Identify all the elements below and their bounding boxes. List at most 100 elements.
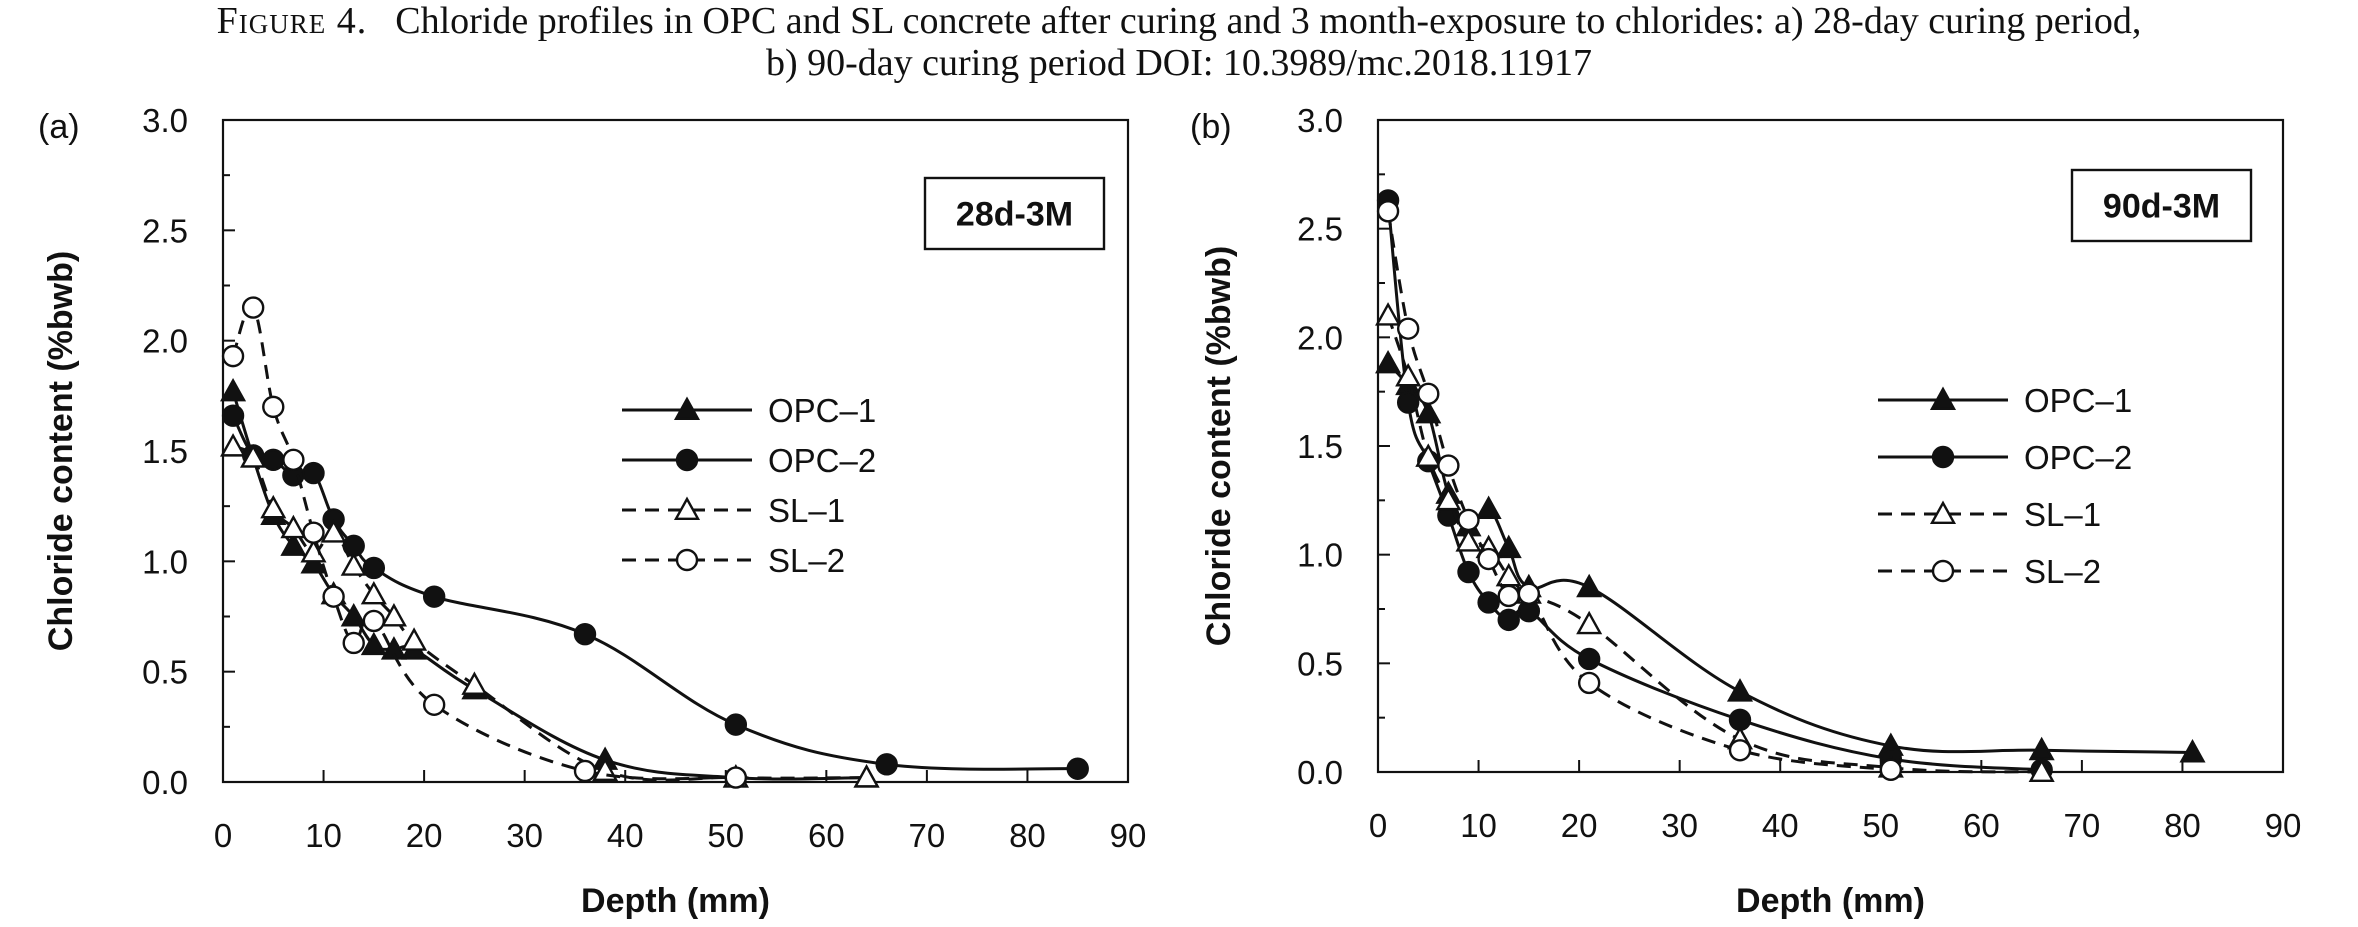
data-point — [280, 532, 307, 556]
data-point — [221, 344, 245, 368]
legend-marker — [1931, 445, 1955, 469]
x-tick-label: 50 — [707, 817, 744, 854]
data-point — [1376, 200, 1400, 223]
series-line — [231, 415, 1078, 771]
data-point — [2179, 738, 2206, 763]
data-point — [1726, 678, 1754, 702]
legend-item: OPC–2 — [622, 442, 876, 479]
data-point — [1417, 382, 1440, 406]
y-tick-label: 0.5 — [142, 654, 188, 691]
legend-marker — [673, 396, 701, 420]
data-point — [2028, 758, 2055, 782]
x-tick-label: 30 — [506, 817, 543, 854]
data-point — [302, 521, 325, 544]
y-tick-label: 1.5 — [1297, 428, 1343, 465]
data-point — [853, 764, 880, 788]
series-sl-2 — [1376, 200, 1903, 782]
y-tick-label: 2.0 — [142, 323, 188, 360]
data-point — [875, 753, 898, 776]
legend-label: OPC–1 — [768, 392, 876, 429]
caption-text-1: Chloride profiles in OPC and SL concrete… — [395, 0, 2142, 42]
legend-label: SL–1 — [768, 492, 845, 529]
data-point — [1457, 508, 1480, 532]
data-point — [1497, 584, 1520, 608]
x-tick-label: 0 — [1369, 807, 1387, 844]
inset-label: 90d-3M — [2103, 188, 2220, 226]
data-point — [240, 444, 267, 468]
legend-item: SL–1 — [622, 492, 845, 529]
data-point — [221, 404, 245, 427]
data-point — [1517, 582, 1541, 605]
series-line — [1386, 200, 2042, 772]
legend-item: SL–2 — [1878, 553, 2101, 590]
data-point — [1577, 671, 1601, 695]
data-point — [340, 552, 367, 576]
data-point — [1375, 349, 1402, 374]
data-point — [1477, 547, 1500, 571]
data-point — [422, 585, 446, 608]
data-point — [573, 759, 597, 783]
data-point — [1375, 302, 1402, 326]
legend-label: OPC–2 — [768, 442, 876, 479]
data-point — [1455, 528, 1482, 552]
legend-label: SL–2 — [2024, 553, 2101, 590]
data-point — [380, 636, 407, 660]
legend-marker — [1929, 500, 1957, 524]
y-tick-label: 2.0 — [1297, 319, 1343, 356]
y-axis-label: Chloride content (%bwb) — [42, 251, 80, 651]
y-tick-label: 2.5 — [1297, 211, 1343, 248]
x-tick-label: 90 — [2265, 807, 2302, 844]
data-point — [1576, 610, 1603, 635]
x-tick-label: 80 — [1009, 817, 1046, 854]
data-point — [724, 713, 748, 736]
chart-panel-a: 0.0 0.5 1.0 1.5 2.0 2.5 3.0 0 10 20 30 40 50 60 70 80 90… — [38, 102, 1146, 920]
y-tick-label: 1.5 — [142, 433, 188, 470]
legend-item: OPC–1 — [1878, 382, 2132, 419]
data-point — [1066, 757, 1089, 780]
legend-label: OPC–2 — [2024, 439, 2132, 476]
data-point — [220, 377, 247, 402]
y-tick-label: 0.0 — [142, 764, 188, 801]
data-point — [282, 448, 305, 472]
y-tick-label: 3.0 — [1297, 102, 1343, 139]
x-tick-label: 70 — [909, 817, 946, 854]
data-point — [401, 627, 428, 651]
x-axis-label: Depth (mm) — [581, 882, 770, 920]
legend-item: SL–1 — [1878, 496, 2101, 533]
data-point — [1437, 454, 1460, 477]
data-point — [724, 766, 748, 789]
data-point — [1576, 573, 1603, 598]
legend-item: OPC–2 — [1878, 439, 2132, 476]
data-point — [1879, 758, 1903, 782]
data-point — [320, 519, 347, 543]
figure-caption: Figure 4. Chloride profiles in OPC and SL… — [0, 0, 2358, 84]
legend-marker — [675, 448, 699, 472]
x-tick-label: 60 — [808, 817, 845, 854]
data-point — [262, 448, 285, 472]
y-tick-label: 1.0 — [142, 543, 188, 580]
series-line — [1386, 211, 1892, 772]
x-tick-label: 20 — [406, 817, 443, 854]
x-tick-label: 10 — [305, 817, 342, 854]
data-point — [1477, 591, 1500, 614]
data-point — [573, 622, 597, 646]
x-tick-label: 80 — [2164, 807, 2201, 844]
series-opc-2 — [221, 404, 1089, 780]
x-tick-label: 10 — [1460, 807, 1497, 844]
legend-marker — [675, 548, 699, 572]
data-point — [1395, 362, 1422, 387]
data-point — [1396, 317, 1420, 340]
data-point — [322, 585, 345, 608]
data-point — [362, 609, 386, 633]
legend-marker — [1931, 559, 1955, 583]
x-tick-label: 70 — [2064, 807, 2101, 844]
data-point — [1728, 739, 1752, 762]
inset-label-box — [2070, 168, 2253, 243]
inset-label: 28d-3M — [956, 196, 1073, 234]
x-tick-label: 50 — [1862, 807, 1899, 844]
data-point — [342, 631, 365, 655]
data-point — [1435, 486, 1462, 511]
y-tick-label: 1.0 — [1297, 537, 1343, 574]
x-tick-label: 90 — [1110, 817, 1147, 854]
